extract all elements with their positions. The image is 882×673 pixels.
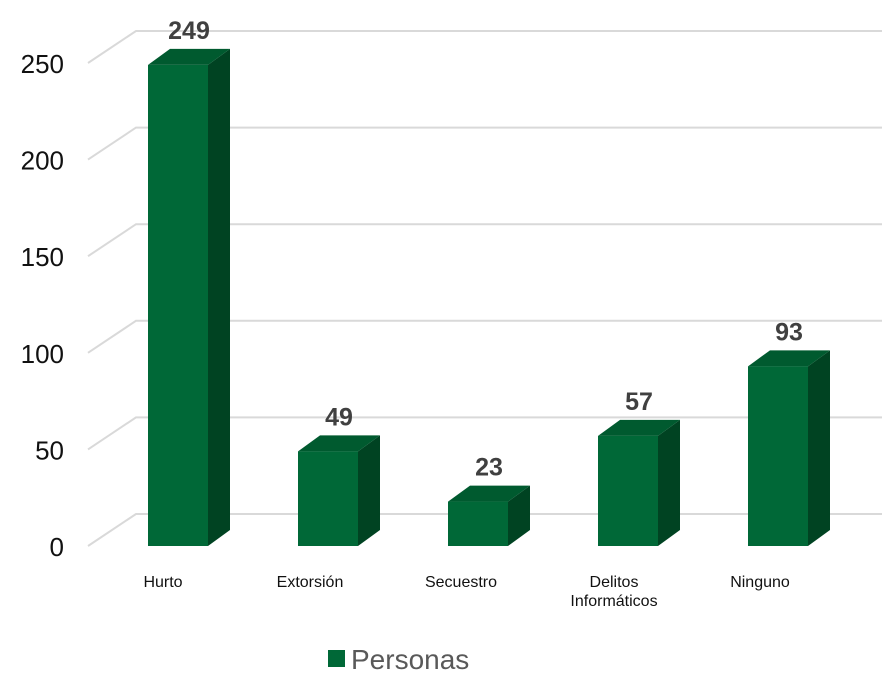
y-tick-label: 200 [21,146,64,176]
gridline [87,126,882,161]
legend-swatch [328,650,345,667]
bar-side-face [808,350,830,546]
bar-top-face [448,485,530,502]
data-label: 93 [775,318,803,346]
y-tick-label: 50 [35,435,64,465]
bar-top-face [148,48,230,65]
category-label: Delitos Informáticos [570,574,657,610]
bar-side-face [508,485,530,546]
category-label: Extorsión [277,574,344,591]
bar [598,419,680,546]
gridline [87,416,882,451]
bar-front-face [298,451,358,546]
bar [148,48,230,546]
legend: Personas [328,644,469,673]
data-label: 249 [168,17,210,45]
category-label: Ninguno [730,574,790,591]
bar [748,350,830,546]
gridline [87,319,882,354]
bar-front-face [598,435,658,546]
category-label-line: Delitos [590,574,639,591]
bar-side-face [658,419,680,546]
y-tick-label: 100 [21,339,64,369]
bar-side-face [358,435,380,546]
bar-top-face [748,350,830,367]
x-axis-categories: Hurto Extorsión Secuestro Delitos Informátic… [143,574,789,610]
bar [448,485,530,546]
data-label: 57 [625,388,653,416]
gridline [87,30,882,64]
bar-top-face [598,419,680,436]
bar-top-face [298,435,380,452]
category-label: Hurto [143,574,182,591]
bar-side-face [208,48,230,546]
bar-front-face [748,366,808,546]
bar-front-face [148,64,208,546]
bar [298,435,380,546]
data-label: 23 [475,454,503,482]
y-tick-label: 250 [21,49,64,79]
gridline [87,223,882,258]
data-label: 49 [325,403,353,431]
y-axis-ticks: 0 50 100 150 200 250 [21,49,64,562]
y-tick-label: 0 [50,532,64,562]
category-label-line: Informáticos [570,593,657,610]
legend-label: Personas [351,644,469,673]
category-label: Secuestro [425,574,497,591]
y-tick-label: 150 [21,242,64,272]
bars [148,48,830,546]
bar-front-face [448,501,508,546]
data-labels: 249 49 23 57 93 [168,17,803,482]
